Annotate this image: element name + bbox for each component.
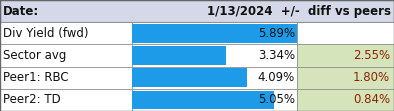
FancyBboxPatch shape: [297, 22, 394, 44]
Text: 5.05%: 5.05%: [258, 93, 295, 106]
FancyBboxPatch shape: [132, 68, 247, 87]
FancyBboxPatch shape: [297, 67, 394, 89]
Text: 1.80%: 1.80%: [353, 71, 390, 84]
Text: Peer2: TD: Peer2: TD: [3, 93, 61, 106]
FancyBboxPatch shape: [0, 22, 132, 44]
FancyBboxPatch shape: [0, 0, 394, 22]
Text: 2.55%: 2.55%: [353, 49, 390, 62]
FancyBboxPatch shape: [132, 46, 226, 65]
FancyBboxPatch shape: [0, 44, 132, 67]
FancyBboxPatch shape: [132, 89, 297, 111]
FancyBboxPatch shape: [132, 22, 297, 44]
Text: 5.89%: 5.89%: [258, 27, 295, 40]
FancyBboxPatch shape: [132, 91, 274, 109]
Text: 1/13/2024  +/-  diff vs peers: 1/13/2024 +/- diff vs peers: [207, 5, 391, 18]
FancyBboxPatch shape: [297, 44, 394, 67]
FancyBboxPatch shape: [132, 24, 297, 43]
Text: 0.84%: 0.84%: [353, 93, 390, 106]
FancyBboxPatch shape: [132, 67, 297, 89]
Text: Peer1: RBC: Peer1: RBC: [3, 71, 69, 84]
FancyBboxPatch shape: [0, 67, 132, 89]
Text: Sector avg: Sector avg: [3, 49, 66, 62]
FancyBboxPatch shape: [0, 89, 132, 111]
FancyBboxPatch shape: [132, 44, 297, 67]
Text: Date:: Date:: [3, 5, 39, 18]
FancyBboxPatch shape: [297, 89, 394, 111]
Text: Div Yield (fwd): Div Yield (fwd): [3, 27, 88, 40]
Text: 4.09%: 4.09%: [258, 71, 295, 84]
Text: 3.34%: 3.34%: [258, 49, 295, 62]
